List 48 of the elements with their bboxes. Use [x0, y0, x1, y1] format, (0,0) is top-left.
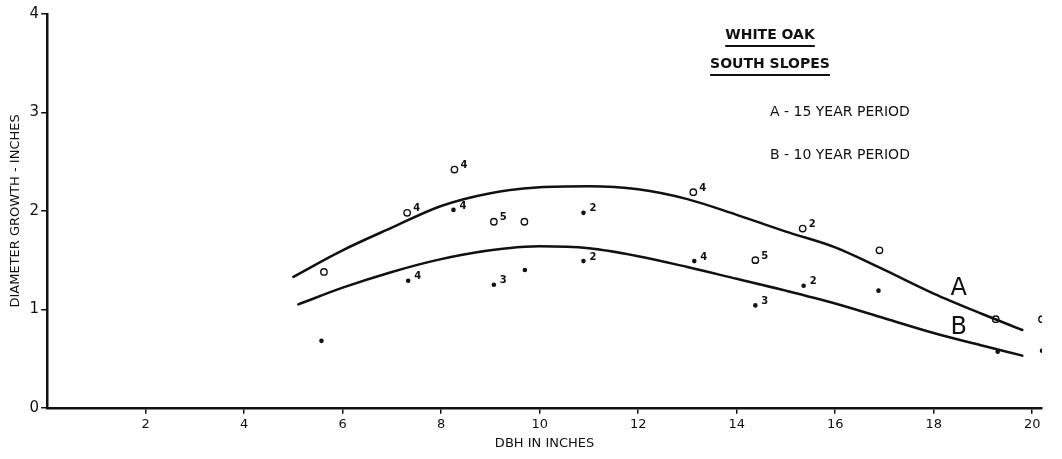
y-tick-label: 3 — [29, 102, 40, 121]
series-label: A — [950, 272, 968, 301]
point — [798, 224, 807, 233]
point — [751, 256, 760, 265]
annotation: 2 — [808, 218, 816, 230]
x-tick-label: 8 — [437, 415, 446, 431]
y-tick-label: 2 — [29, 200, 40, 219]
annotation: 5 — [761, 249, 769, 261]
x-tick-label: 2 — [141, 415, 150, 431]
point — [403, 208, 412, 217]
annotation: 2 — [589, 202, 597, 214]
x-tick-label: 20 — [1023, 415, 1041, 431]
point — [450, 165, 459, 174]
x-tick-label: 6 — [338, 415, 347, 431]
annotation: 3 — [499, 274, 507, 286]
annotation: 2 — [589, 250, 597, 262]
text: SOUTH SLOPES — [710, 54, 830, 71]
point — [875, 246, 884, 255]
x-tick-label: 18 — [925, 415, 942, 431]
x-tick-label: 14 — [728, 415, 745, 431]
annotation: 4 — [459, 199, 467, 211]
line-series — [297, 245, 1024, 357]
annotation: 2 — [809, 275, 817, 287]
point — [489, 217, 498, 226]
y-axis-title: DIAMETER GROWTH - INCHES — [7, 114, 23, 308]
y-tick-label: 4 — [29, 3, 40, 22]
point — [520, 217, 529, 226]
annotation: B - 10 YEAR PERIOD — [770, 145, 910, 162]
annotation: 3 — [761, 295, 769, 307]
annotation: 4 — [414, 270, 422, 282]
y-tick-label: 1 — [29, 299, 40, 318]
x-tick-label: 4 — [240, 415, 249, 431]
annotation: 5 — [499, 211, 507, 223]
annotation: A - 15 YEAR PERIOD — [770, 102, 910, 119]
x-tick-label: 16 — [826, 415, 844, 431]
point — [320, 268, 328, 276]
annotation: 4 — [460, 159, 468, 171]
point — [689, 188, 698, 197]
line-series — [292, 185, 1024, 332]
text: WHITE OAK — [725, 25, 816, 42]
y-tick-label: 0 — [29, 397, 40, 416]
x-tick-label: 10 — [531, 415, 548, 431]
annotation: 4 — [413, 202, 421, 214]
x-tick-label: 12 — [629, 415, 647, 431]
annotation: 4 — [700, 250, 708, 262]
x-axis-title: DBH IN INCHES — [494, 434, 595, 450]
series-label: B — [950, 312, 967, 341]
annotation: 4 — [699, 181, 707, 193]
